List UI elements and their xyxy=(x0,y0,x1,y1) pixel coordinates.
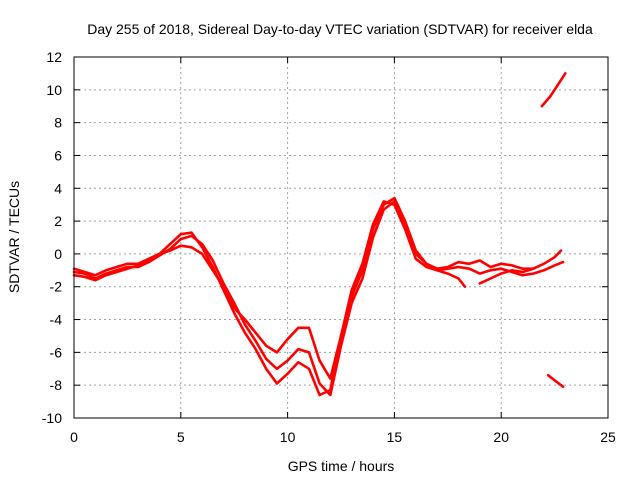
y-tick-label: 10 xyxy=(46,82,62,98)
x-tick-label: 5 xyxy=(177,429,185,445)
y-tick-label: 8 xyxy=(54,115,62,131)
series-lines xyxy=(72,72,567,397)
series-line-4 xyxy=(478,267,535,285)
y-tick-label: -6 xyxy=(50,344,63,360)
y-tick-label: -8 xyxy=(50,377,63,393)
x-tick-label: 15 xyxy=(387,429,403,445)
x-tick-label: 25 xyxy=(600,429,616,445)
y-tick-label: 2 xyxy=(54,213,62,229)
series-line-5 xyxy=(540,72,567,108)
chart-title: Day 255 of 2018, Sidereal Day-to-day VTE… xyxy=(87,21,593,37)
series-line-6 xyxy=(546,373,565,389)
series-line-1 xyxy=(72,196,563,380)
y-tick-label: -2 xyxy=(50,279,63,295)
y-tick-label: -10 xyxy=(42,410,62,426)
y-tick-label: 0 xyxy=(54,246,62,262)
y-tick-label: -4 xyxy=(50,312,63,328)
y-tick-label: 6 xyxy=(54,147,62,163)
series-line-3 xyxy=(72,200,565,397)
axis-ticks xyxy=(73,56,609,419)
tick-labels: 0 5 10 15 20 25 -10 -8 -6 -4 -2 0 2 4 6 8 10 12 xyxy=(42,49,616,445)
plot-frame xyxy=(73,56,609,419)
series-line-2 xyxy=(72,200,467,397)
x-tick-label: 20 xyxy=(493,429,509,445)
x-axis-label: GPS time / hours xyxy=(288,458,395,474)
x-tick-label: 0 xyxy=(70,429,78,445)
y-tick-label: 4 xyxy=(54,180,62,196)
y-axis-label: SDTVAR / TECUs xyxy=(6,181,22,293)
grid xyxy=(74,57,608,418)
y-tick-label: 12 xyxy=(46,49,62,65)
x-tick-label: 10 xyxy=(280,429,296,445)
